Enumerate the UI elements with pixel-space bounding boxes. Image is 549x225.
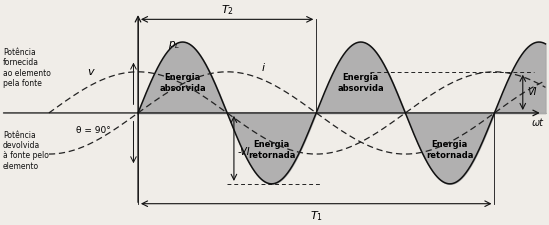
Text: v: v xyxy=(87,67,94,77)
Text: ωt: ωt xyxy=(532,118,544,128)
Text: Energia
absorvida: Energia absorvida xyxy=(338,73,384,93)
Text: VI: VI xyxy=(528,87,537,97)
Text: $T_1$: $T_1$ xyxy=(310,209,323,223)
Text: Energia
retornada: Energia retornada xyxy=(426,140,474,160)
Text: θ = 90°: θ = 90° xyxy=(76,126,111,135)
Text: -VI: -VI xyxy=(238,147,250,157)
Text: $T_2$: $T_2$ xyxy=(221,3,233,16)
Text: Energia
retornada: Energia retornada xyxy=(248,140,295,160)
Text: $p_L$: $p_L$ xyxy=(168,38,180,51)
Text: Potência
fornecida
ao elemento
pela fonte: Potência fornecida ao elemento pela font… xyxy=(3,48,51,88)
Text: i: i xyxy=(261,63,264,73)
Text: Potência
devolvida
à fonte pelo
elemento: Potência devolvida à fonte pelo elemento xyxy=(3,131,49,171)
Text: Energia
absorvida: Energia absorvida xyxy=(159,73,206,93)
